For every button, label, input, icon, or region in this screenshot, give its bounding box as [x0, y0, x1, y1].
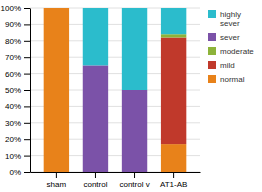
series: [161, 34, 186, 37]
x-tick-label: AT1-AB: [160, 180, 187, 189]
y-tick-mark: [24, 8, 30, 9]
x-tick: control: [83, 172, 107, 189]
bar-segment: [44, 8, 69, 172]
series: [44, 8, 187, 172]
x-axis: sham control control v AT1-AB: [31, 172, 201, 189]
y-tick-mark: [24, 139, 30, 140]
x-tick-mark: [56, 172, 57, 178]
y-tick-mark: [24, 57, 30, 58]
bar-segment: [83, 8, 108, 65]
y-tick-label: 70%: [5, 53, 21, 62]
y-tick-label: 30%: [5, 119, 21, 128]
y-tick: 30%: [5, 119, 30, 128]
y-tick-label: 50%: [5, 86, 21, 95]
y-tick-label: 100%: [1, 4, 21, 13]
bar-segment: [161, 38, 186, 145]
y-tick: 60%: [5, 70, 30, 79]
y-axis: 0% 10% 20% 30% 40% 50% 60% 70% 80% 90% 100%: [1, 4, 31, 177]
y-tick-mark: [24, 123, 30, 124]
x-tick: control v: [119, 172, 149, 189]
y-tick-label: 0%: [9, 168, 21, 177]
y-tick-label: 80%: [5, 37, 21, 46]
legend-swatch: [208, 10, 216, 18]
legend-item: highlysever: [208, 10, 241, 28]
y-tick: 100%: [1, 4, 30, 13]
x-tick-label: control: [83, 180, 107, 189]
x-tick-mark: [173, 172, 174, 178]
y-tick: 70%: [5, 53, 30, 62]
legend-label: sever: [220, 33, 240, 42]
y-tick-mark: [24, 106, 30, 107]
y-tick: 40%: [5, 102, 30, 111]
legend-label: normal: [220, 75, 245, 84]
y-tick: 10%: [5, 152, 30, 161]
y-tick: 50%: [5, 86, 30, 95]
x-tick: sham: [47, 172, 67, 189]
y-tick: 80%: [5, 37, 30, 46]
y-tick-mark: [24, 156, 30, 157]
y-tick-mark: [24, 41, 30, 42]
legend-item: normal: [208, 75, 245, 84]
x-tick-label: control v: [119, 180, 149, 189]
legend-item: sever: [208, 33, 240, 42]
x-tick: AT1-AB: [160, 172, 187, 189]
legend-swatch: [208, 33, 216, 41]
bar-segment: [44, 8, 69, 9]
y-tick: 90%: [5, 20, 30, 29]
grid: [30, 8, 200, 172]
legend-item: mild: [208, 61, 235, 70]
bar-segment: [44, 8, 69, 9]
legend-label: highlysever: [220, 10, 241, 28]
legend-label: moderate: [220, 47, 254, 56]
y-tick-label: 10%: [5, 152, 21, 161]
y-tick-label: 20%: [5, 135, 21, 144]
y-tick-mark: [24, 172, 30, 173]
bar-segment: [161, 34, 186, 37]
y-tick: 20%: [5, 135, 30, 144]
legend-swatch: [208, 47, 216, 55]
y-tick: 0%: [9, 168, 30, 177]
bar-segment: [122, 90, 147, 172]
bar-segment: [83, 65, 108, 172]
bar-segment: [161, 8, 186, 34]
y-tick-mark: [24, 24, 30, 25]
legend: highlysever sever moderate mild normal: [208, 10, 254, 84]
x-tick-label: sham: [47, 180, 67, 189]
series: [161, 38, 186, 145]
bar-segment: [44, 8, 69, 9]
bar-segment: [122, 8, 147, 90]
y-tick-mark: [24, 90, 30, 91]
bars: [44, 8, 187, 172]
bar-segment: [161, 144, 186, 172]
y-tick-mark: [24, 74, 30, 75]
bar-segment: [44, 8, 69, 9]
plot: 0% 10% 20% 30% 40% 50% 60% 70% 80% 90% 100% sham con…: [1, 4, 201, 189]
y-tick-label: 90%: [5, 20, 21, 29]
legend-label: mild: [220, 61, 235, 70]
x-tick-mark: [134, 172, 135, 178]
legend-swatch: [208, 61, 216, 69]
y-tick-label: 60%: [5, 70, 21, 79]
legend-swatch: [208, 75, 216, 83]
y-tick-label: 40%: [5, 102, 21, 111]
x-tick-mark: [95, 172, 96, 178]
series: [83, 8, 187, 90]
chart: 0% 10% 20% 30% 40% 50% 60% 70% 80% 90% 100% sham con…: [0, 0, 262, 192]
y-axis-line: [30, 9, 31, 173]
legend-item: moderate: [208, 47, 254, 56]
